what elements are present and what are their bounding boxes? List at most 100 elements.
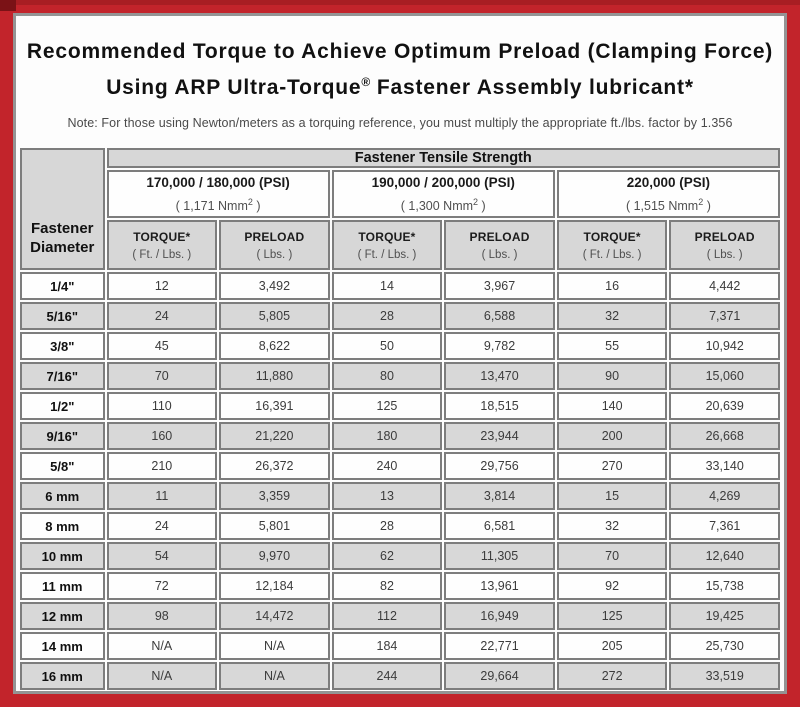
title-line-1: Recommended Torque to Achieve Optimum Pr…	[26, 40, 774, 63]
diameter-cell: 1/2"	[20, 392, 105, 420]
value-cell: 9,782	[444, 332, 555, 360]
value-cell: 92	[556, 572, 668, 600]
value-cell: 54	[106, 542, 218, 570]
table-row: 7/16" 70 11,880 80 13,470 90 15,060	[20, 362, 780, 390]
title-line-2-text: Using ARP Ultra-Torque	[106, 76, 362, 99]
value-cell: 4,442	[669, 272, 780, 300]
torque-preload-table: Fastener Diameter Fastener Tensile Stren…	[18, 146, 782, 691]
table-row: 8 mm 24 5,801 28 6,581 32 7,361	[20, 512, 780, 540]
value-cell: 272	[556, 662, 668, 690]
value-cell: 3,359	[219, 482, 330, 510]
torque-column-header-1: TORQUE*( Ft. / Lbs. )	[106, 220, 218, 270]
value-cell: 82	[331, 572, 443, 600]
value-cell: 32	[556, 512, 668, 540]
value-cell: 90	[556, 362, 668, 390]
value-cell: 26,372	[219, 452, 330, 480]
value-cell: 32	[556, 302, 668, 330]
header-row-psi: 170,000 / 180,000 (PSI) ( 1,171 Nmm2 ) 1…	[20, 170, 780, 218]
table-row: 3/8" 45 8,622 50 9,782 55 10,942	[20, 332, 780, 360]
value-cell: 13	[331, 482, 443, 510]
content-panel: Recommended Torque to Achieve Optimum Pr…	[13, 13, 787, 694]
value-cell: 16,949	[444, 602, 555, 630]
preload-column-header-1: PRELOAD( Lbs. )	[219, 220, 330, 270]
value-cell: 22,771	[444, 632, 555, 660]
value-cell: 16,391	[219, 392, 330, 420]
top-left-dark-corner	[0, 0, 16, 11]
table-row: 9/16" 160 21,220 180 23,944 200 26,668	[20, 422, 780, 450]
torque-column-header-2: TORQUE*( Ft. / Lbs. )	[331, 220, 443, 270]
value-cell: 200	[556, 422, 668, 450]
value-cell: 50	[331, 332, 443, 360]
value-cell: 70	[556, 542, 668, 570]
header-row-units: TORQUE*( Ft. / Lbs. ) PRELOAD( Lbs. ) TO…	[20, 220, 780, 270]
value-cell: 28	[331, 512, 443, 540]
value-cell: 24	[106, 512, 218, 540]
value-cell: 5,801	[219, 512, 330, 540]
value-cell: 28	[331, 302, 443, 330]
value-cell: 180	[331, 422, 443, 450]
value-cell: 14,472	[219, 602, 330, 630]
fastener-diameter-header: Fastener Diameter	[20, 148, 105, 270]
title-line-2-rest: Fastener Assembly lubricant*	[370, 76, 694, 99]
value-cell: 3,814	[444, 482, 555, 510]
value-cell: 3,492	[219, 272, 330, 300]
value-cell: 244	[331, 662, 443, 690]
diameter-cell: 8 mm	[20, 512, 105, 540]
table-row: 10 mm 54 9,970 62 11,305 70 12,640	[20, 542, 780, 570]
value-cell: 21,220	[219, 422, 330, 450]
diameter-cell: 16 mm	[20, 662, 105, 690]
torque-column-header-3: TORQUE*( Ft. / Lbs. )	[556, 220, 668, 270]
value-cell: 26,668	[669, 422, 780, 450]
value-cell: 80	[331, 362, 443, 390]
psi-group-3-header: 220,000 (PSI) ( 1,515 Nmm2 )	[556, 170, 780, 218]
psi-group-2-label: 190,000 / 200,000 (PSI)	[371, 174, 515, 190]
value-cell: 210	[106, 452, 218, 480]
value-cell: 10,942	[669, 332, 780, 360]
title-line-2: Using ARP Ultra-Torque® Fastener Assembl…	[26, 67, 774, 103]
value-cell: 33,519	[669, 662, 780, 690]
table-row: 5/8" 210 26,372 240 29,756 270 33,140	[20, 452, 780, 480]
preload-column-header-2: PRELOAD( Lbs. )	[444, 220, 555, 270]
table-row: 1/2" 110 16,391 125 18,515 140 20,639	[20, 392, 780, 420]
value-cell: 70	[106, 362, 218, 390]
psi-group-2-header: 190,000 / 200,000 (PSI) ( 1,300 Nmm2 )	[331, 170, 555, 218]
diameter-cell: 7/16"	[20, 362, 105, 390]
value-cell: 9,970	[219, 542, 330, 570]
table-row: 12 mm 98 14,472 112 16,949 125 19,425	[20, 602, 780, 630]
table-row: 6 mm 11 3,359 13 3,814 15 4,269	[20, 482, 780, 510]
value-cell: 13,470	[444, 362, 555, 390]
value-cell: 33,140	[669, 452, 780, 480]
tensile-strength-header: Fastener Tensile Strength	[106, 148, 780, 168]
diameter-cell: 6 mm	[20, 482, 105, 510]
value-cell: 55	[556, 332, 668, 360]
value-cell: 15,738	[669, 572, 780, 600]
fastener-diameter-header-line2: Diameter	[30, 239, 95, 256]
preload-column-header-3: PRELOAD( Lbs. )	[669, 220, 780, 270]
value-cell: 15,060	[669, 362, 780, 390]
value-cell: 205	[556, 632, 668, 660]
value-cell: 7,371	[669, 302, 780, 330]
value-cell: 29,756	[444, 452, 555, 480]
psi-group-1-label: 170,000 / 180,000 (PSI)	[146, 174, 290, 190]
value-cell: 6,581	[444, 512, 555, 540]
diameter-cell: 5/16"	[20, 302, 105, 330]
value-cell: 12,640	[669, 542, 780, 570]
psi-group-2-metric: ( 1,300 Nmm2 )	[400, 196, 486, 214]
value-cell: 110	[106, 392, 218, 420]
value-cell: 4,269	[669, 482, 780, 510]
value-cell: 11,880	[219, 362, 330, 390]
value-cell: 8,622	[219, 332, 330, 360]
value-cell: 15	[556, 482, 668, 510]
value-cell: 184	[331, 632, 443, 660]
psi-group-1-metric: ( 1,171 Nmm2 )	[175, 196, 261, 214]
diameter-cell: 5/8"	[20, 452, 105, 480]
fastener-diameter-header-line1: Fastener	[30, 220, 94, 237]
page-title: Recommended Torque to Achieve Optimum Pr…	[26, 37, 774, 103]
value-cell: 7,361	[669, 512, 780, 540]
value-cell: 19,425	[669, 602, 780, 630]
value-cell: 112	[331, 602, 443, 630]
value-cell: 62	[331, 542, 443, 570]
table-row: 1/4" 12 3,492 14 3,967 16 4,442	[20, 272, 780, 300]
psi-group-3-label: 220,000 (PSI)	[626, 174, 711, 190]
